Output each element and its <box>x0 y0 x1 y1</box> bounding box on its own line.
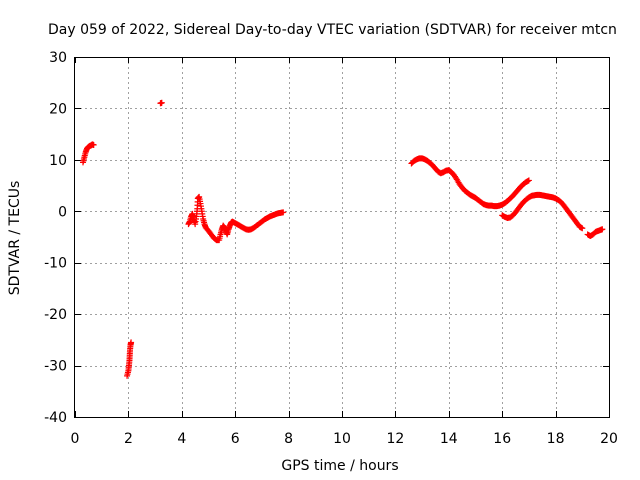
y-tick-label: -30 <box>44 359 67 375</box>
x-tick-label: 4 <box>177 431 186 447</box>
x-tick-label: 20 <box>600 431 618 447</box>
data-point <box>280 209 287 216</box>
x-tick-label: 0 <box>71 431 80 447</box>
data-point <box>525 177 532 184</box>
data-point <box>158 99 165 106</box>
x-axis-label: GPS time / hours <box>281 458 398 474</box>
data-points <box>80 99 606 379</box>
x-tick-label: 12 <box>386 431 404 447</box>
data-point <box>128 339 135 346</box>
grid <box>75 57 609 417</box>
data-point <box>599 226 606 233</box>
y-tick-label: 20 <box>49 101 67 117</box>
chart-title: Day 059 of 2022, Sidereal Day-to-day VTE… <box>48 22 617 38</box>
y-tick-label: -20 <box>44 307 67 323</box>
axis-ticks <box>75 57 610 418</box>
x-tick-label: 16 <box>493 431 511 447</box>
y-tick-label: -40 <box>44 410 67 426</box>
x-tick-label: 6 <box>231 431 240 447</box>
y-tick-label: 0 <box>58 204 67 220</box>
y-axis-label: SDTVAR / TECUs <box>7 181 23 296</box>
y-tick-label: -10 <box>44 256 67 272</box>
x-tick-label: 10 <box>333 431 351 447</box>
data-point <box>579 225 586 232</box>
x-tick-label: 18 <box>547 431 565 447</box>
y-tick-labels: -40 -30 -20 -10 0 10 20 30 <box>44 50 67 426</box>
y-tick-label: 10 <box>49 153 67 169</box>
y-tick-label: 30 <box>49 50 67 66</box>
data-point <box>90 141 97 148</box>
x-tick-label: 8 <box>284 431 293 447</box>
x-tick-labels: 0 2 4 6 8 10 12 14 16 18 20 <box>71 431 618 447</box>
x-tick-label: 2 <box>124 431 133 447</box>
x-tick-label: 14 <box>440 431 458 447</box>
